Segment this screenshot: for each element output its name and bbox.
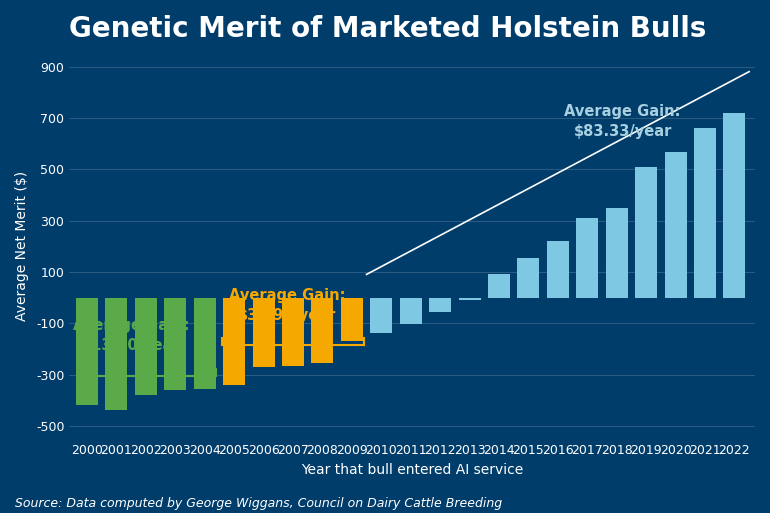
Bar: [164, 298, 186, 390]
Bar: [105, 298, 127, 410]
Bar: [606, 208, 628, 298]
Text: Average Gain:
$13.50/year: Average Gain: $13.50/year: [73, 318, 189, 353]
Bar: [76, 298, 98, 405]
Bar: [370, 298, 392, 333]
Bar: [341, 298, 363, 341]
Bar: [400, 298, 422, 324]
Bar: [547, 241, 569, 298]
Bar: [488, 274, 510, 298]
Bar: [665, 152, 687, 298]
Bar: [694, 128, 716, 298]
Bar: [517, 258, 540, 298]
Bar: [458, 298, 480, 300]
Bar: [635, 167, 657, 298]
Bar: [135, 298, 157, 395]
Y-axis label: Average Net Merit ($): Average Net Merit ($): [15, 171, 29, 321]
Bar: [311, 298, 333, 363]
Text: Source: Data computed by George Wiggans, Council on Dairy Cattle Breeding: Source: Data computed by George Wiggans,…: [15, 498, 503, 510]
Bar: [723, 113, 745, 298]
Text: Average Gain:
$36.90/year: Average Gain: $36.90/year: [229, 288, 345, 323]
Text: Genetic Merit of Marketed Holstein Bulls: Genetic Merit of Marketed Holstein Bulls: [69, 15, 707, 43]
Bar: [223, 298, 245, 385]
X-axis label: Year that bull entered AI service: Year that bull entered AI service: [301, 463, 524, 478]
Bar: [253, 298, 275, 367]
Bar: [429, 298, 451, 311]
Bar: [282, 298, 304, 366]
Bar: [576, 218, 598, 298]
Bar: [193, 298, 216, 389]
Text: Average Gain:
$83.33/year: Average Gain: $83.33/year: [564, 104, 681, 139]
